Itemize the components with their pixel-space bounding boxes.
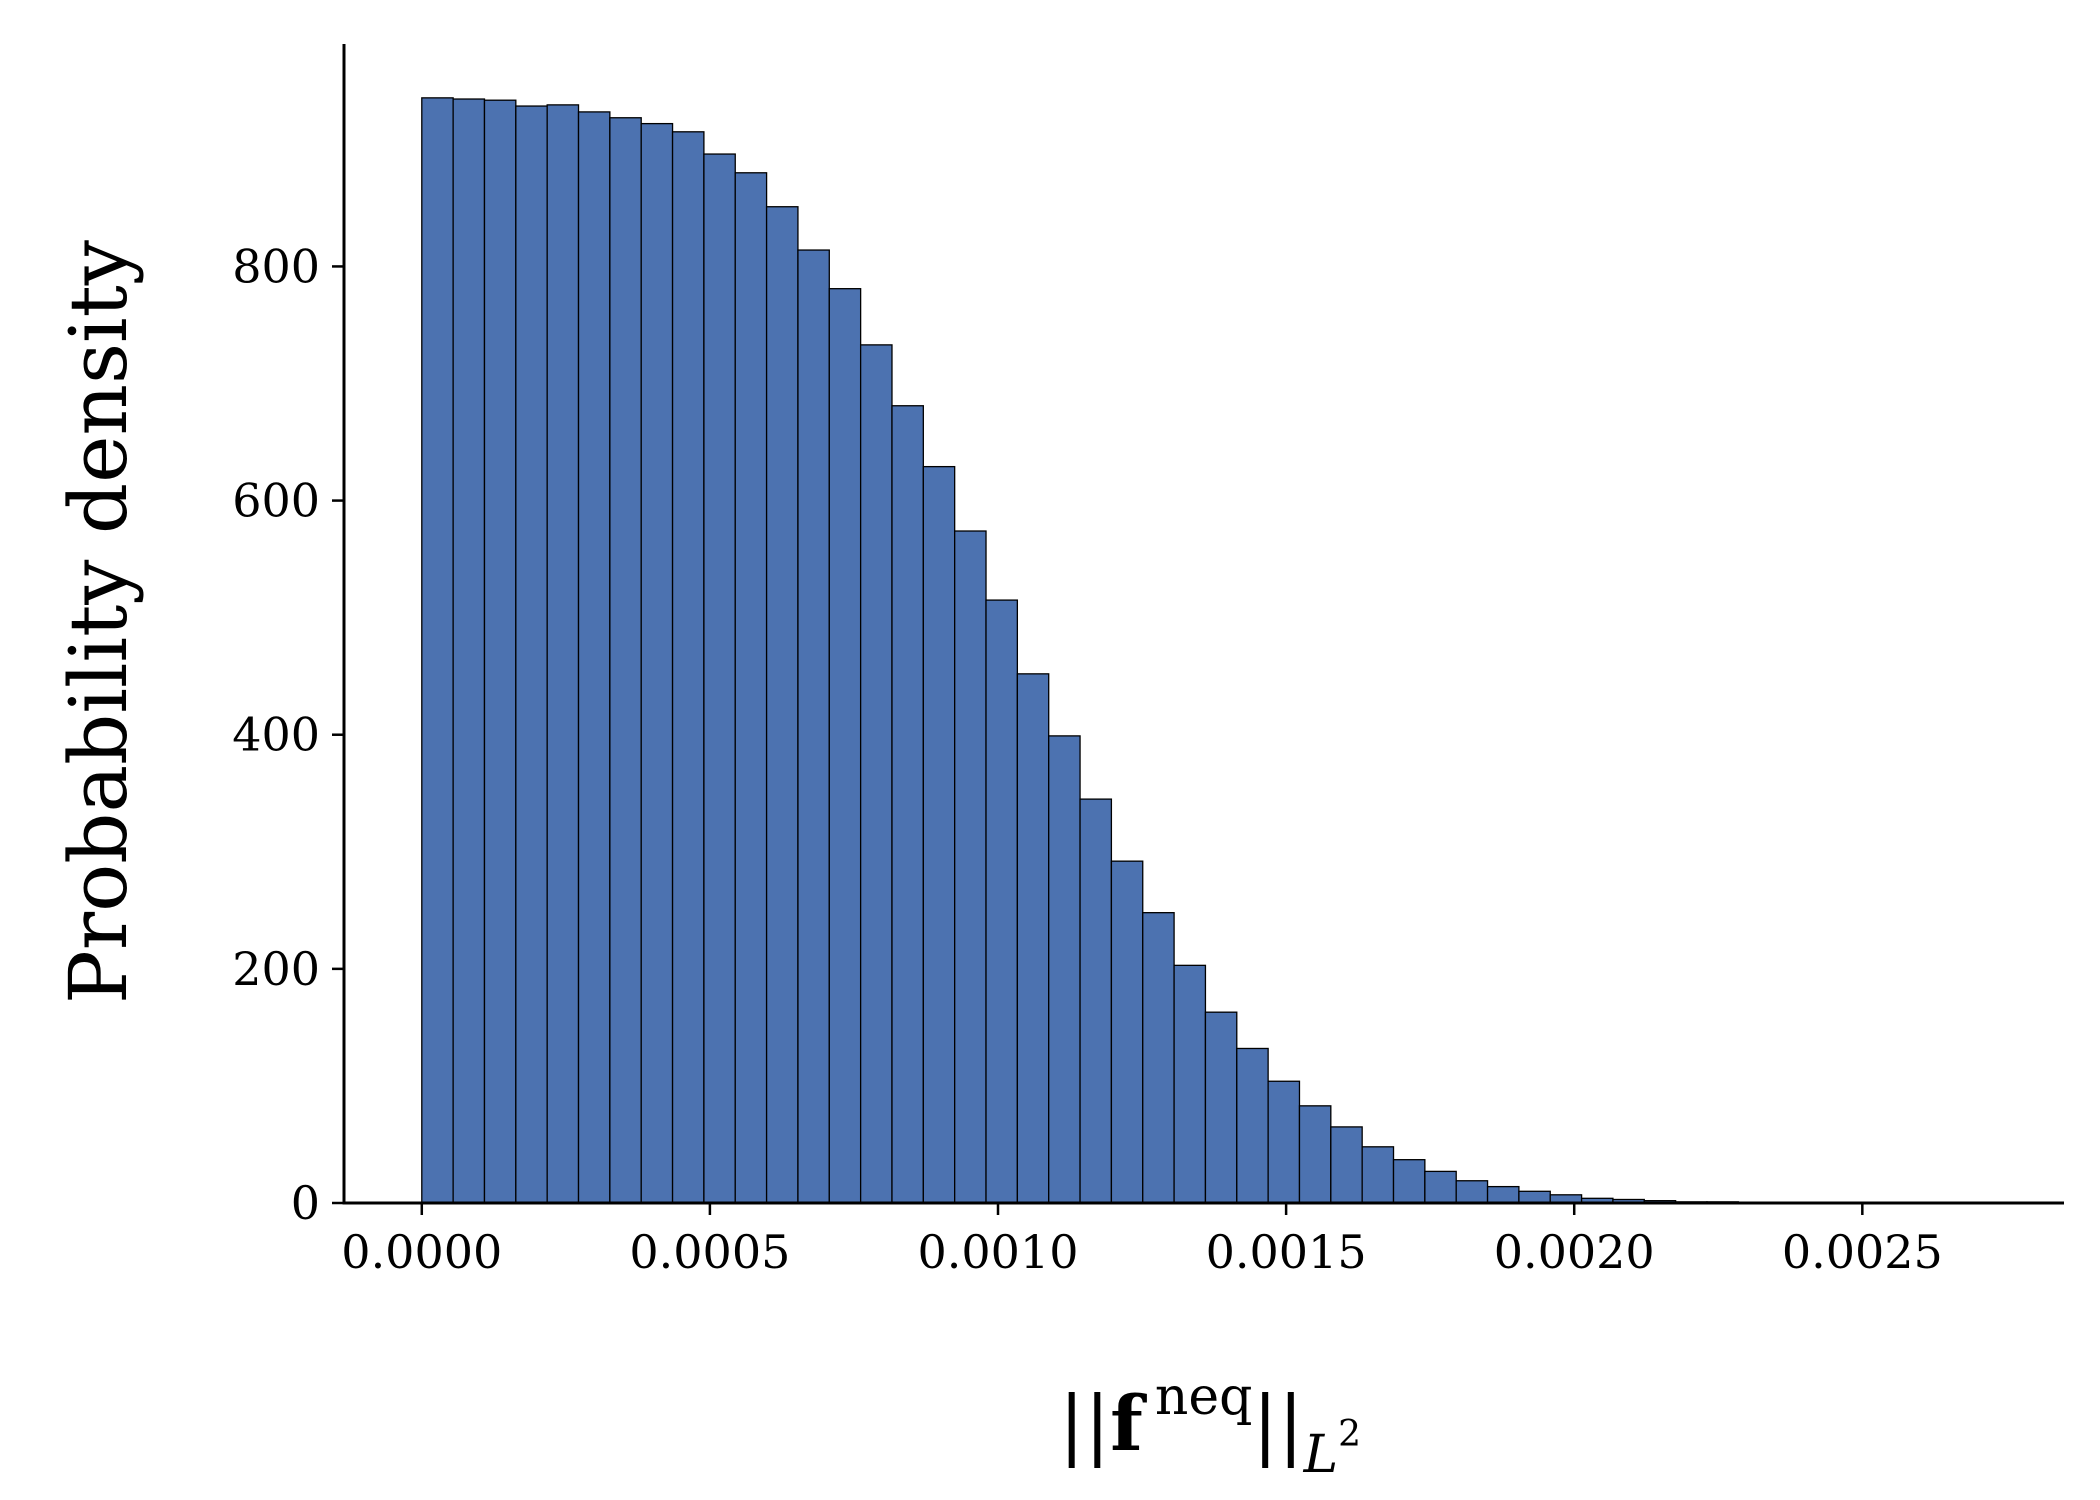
histogram-bar	[546, 104, 580, 1204]
ticks-layer: 0.0000 0.0005 0.0010 0.0015 0.0020 0.0025 0 200…	[232, 239, 1943, 1279]
histogram-bar	[734, 172, 768, 1204]
bars-layer	[421, 97, 2022, 1204]
histogram-bar	[609, 117, 642, 1204]
histogram-bar	[765, 206, 799, 1204]
x-axis-title-superscript: neq	[1155, 1367, 1253, 1427]
histogram-bar	[515, 105, 548, 1204]
histogram-bar	[828, 288, 862, 1204]
y-axis-title: Probability density	[52, 240, 145, 1004]
y-tick-label: 200	[232, 942, 320, 996]
x-tick-label: 0.0020	[1494, 1225, 1655, 1279]
histogram-bar	[671, 131, 705, 1204]
x-tick-label: 0.0005	[629, 1225, 790, 1279]
histogram-bar	[954, 530, 987, 1204]
histogram-bar	[1173, 964, 1207, 1204]
histogram-bar	[1204, 1011, 1238, 1204]
histogram-bar	[1361, 1146, 1395, 1204]
histogram-bar	[1016, 673, 1050, 1204]
histogram-bar	[421, 97, 454, 1204]
x-tick-label: 0.0010	[918, 1225, 1079, 1279]
y-tick-label: 600	[232, 474, 320, 528]
histogram-bar	[452, 98, 486, 1204]
histogram-bar	[1455, 1180, 1489, 1204]
histogram-bar	[640, 122, 674, 1204]
y-tick-label: 400	[232, 708, 320, 762]
histogram-bar	[1048, 735, 1081, 1204]
y-tick-label: 800	[232, 239, 320, 293]
histogram-bar	[891, 405, 924, 1204]
x-axis-title-subscript: L	[1303, 1425, 1339, 1485]
histogram-bar	[1392, 1159, 1426, 1204]
histogram-bar	[703, 153, 736, 1204]
x-axis-title-vector: f	[1110, 1379, 1147, 1468]
x-axis-title: ||f neq||L2	[1059, 1367, 1361, 1485]
x-tick-label: 0.0015	[1206, 1225, 1367, 1279]
histogram-bar	[985, 599, 1019, 1204]
x-tick-label: 0.0025	[1782, 1225, 1943, 1279]
histogram-bar	[1298, 1105, 1332, 1204]
x-tick-label: 0.0000	[341, 1225, 502, 1279]
histogram-bar	[483, 99, 517, 1204]
histogram-bar	[1518, 1190, 1551, 1204]
histogram-bar	[1267, 1080, 1301, 1204]
x-axis-title-norm-close: ||	[1252, 1379, 1303, 1468]
y-tick-label: 0	[291, 1176, 320, 1230]
histogram-bar	[1079, 798, 1113, 1204]
histogram-bar	[577, 111, 611, 1204]
histogram-bar	[1486, 1185, 1520, 1204]
histogram-bar	[1424, 1170, 1457, 1204]
x-axis-title-subscript-power: 2	[1338, 1414, 1361, 1455]
histogram-bar	[922, 465, 956, 1204]
histogram-bar	[1330, 1126, 1363, 1204]
histogram-bar	[1236, 1047, 1269, 1204]
histogram-bar	[1110, 860, 1144, 1204]
x-axis-title-norm-open: ||	[1059, 1379, 1110, 1468]
histogram-bar	[797, 249, 830, 1204]
histogram-bar	[859, 344, 893, 1204]
axes-layer	[342, 44, 2064, 1205]
histogram-bar	[1142, 912, 1175, 1204]
